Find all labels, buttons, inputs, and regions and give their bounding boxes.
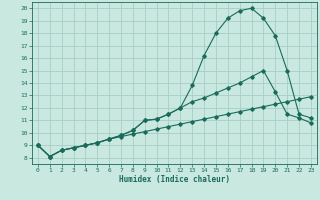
X-axis label: Humidex (Indice chaleur): Humidex (Indice chaleur) [119,175,230,184]
